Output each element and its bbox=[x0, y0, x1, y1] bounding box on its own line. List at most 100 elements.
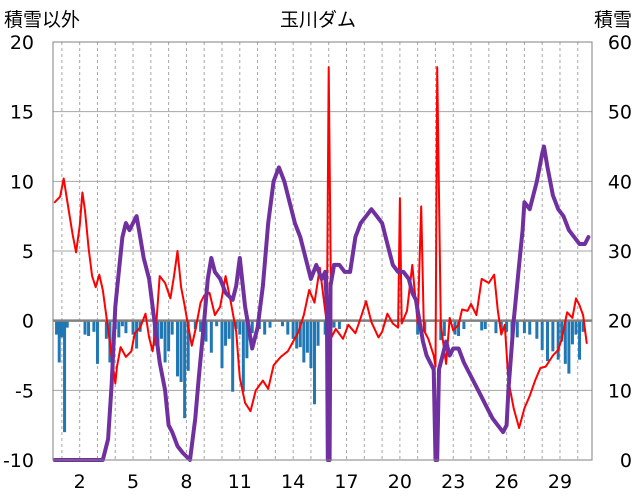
right-y-tick: 0 bbox=[620, 450, 632, 472]
temperature-line bbox=[53, 66, 588, 429]
x-tick-labels: 2 5 8 11 14 17 20 23 26 29 bbox=[74, 471, 572, 493]
left-y-tick-labels: 20 15 10 5 0 -5 -10 bbox=[3, 32, 34, 472]
precipitation-bar bbox=[280, 320, 284, 327]
precipitation-bar bbox=[567, 320, 571, 374]
precipitation-bar bbox=[309, 320, 313, 369]
x-tick: 17 bbox=[334, 471, 358, 493]
precipitation-bar bbox=[442, 320, 446, 336]
right-y-tick: 60 bbox=[608, 32, 632, 54]
precipitation-bar bbox=[163, 320, 167, 363]
precipitation-bar bbox=[179, 320, 183, 382]
precipitation-bar bbox=[286, 320, 290, 335]
left-y-tick: -10 bbox=[3, 450, 34, 472]
precipitation-bar bbox=[560, 320, 564, 342]
precipitation-bar bbox=[120, 320, 124, 327]
precipitation-bar bbox=[57, 320, 61, 363]
precipitation-bar bbox=[416, 320, 420, 335]
precipitation-bar bbox=[124, 320, 128, 334]
precipitation-bar bbox=[574, 320, 578, 335]
precipitation-bar bbox=[170, 320, 174, 335]
precipitation-bar bbox=[581, 320, 585, 332]
precipitation-bar bbox=[227, 320, 231, 339]
precipitation-bar bbox=[332, 320, 336, 328]
precipitation-bar bbox=[483, 320, 487, 330]
left-y-tick: 10 bbox=[10, 171, 34, 193]
x-tick: 29 bbox=[548, 471, 572, 493]
precipitation-bar bbox=[556, 320, 560, 360]
precipitation-bar bbox=[245, 320, 249, 359]
precipitation-bar bbox=[312, 320, 316, 405]
left-y-tick: 5 bbox=[22, 241, 34, 263]
snow-depth-line bbox=[52, 144, 591, 462]
left-y-tick: 20 bbox=[10, 32, 34, 54]
precipitation-bar bbox=[224, 320, 228, 346]
precipitation-bar bbox=[92, 320, 96, 332]
precipitation-bar bbox=[117, 320, 121, 338]
precipitation-bar bbox=[505, 320, 509, 332]
left-y-tick: 15 bbox=[10, 102, 34, 124]
precipitation-bar bbox=[186, 320, 190, 371]
precipitation-bar bbox=[302, 320, 306, 363]
precipitation-bar bbox=[241, 320, 245, 392]
precipitation-bar bbox=[220, 320, 224, 369]
precipitation-bar bbox=[570, 320, 574, 345]
precipitation-bar bbox=[215, 320, 219, 327]
precipitation-bar bbox=[238, 320, 242, 335]
left-y-tick: 0 bbox=[22, 311, 34, 333]
precipitation-bar bbox=[183, 320, 187, 419]
right-y-tick: 20 bbox=[608, 311, 632, 333]
precipitation-bar bbox=[522, 320, 526, 334]
precipitation-bar bbox=[193, 320, 197, 330]
precipitation-bar bbox=[316, 320, 320, 346]
x-tick: 26 bbox=[495, 471, 519, 493]
precipitation-bar bbox=[234, 320, 238, 330]
x-tick: 20 bbox=[388, 471, 412, 493]
right-y-tick-labels: 60 50 40 30 20 10 0 bbox=[608, 32, 632, 472]
precipitation-bar bbox=[268, 320, 272, 328]
precipitation-bar bbox=[540, 320, 544, 350]
plot-border bbox=[52, 41, 593, 461]
precipitation-bar bbox=[176, 320, 180, 377]
precipitation-bar bbox=[160, 320, 164, 339]
right-y-tick: 40 bbox=[608, 171, 632, 193]
precipitation-bar bbox=[457, 320, 461, 336]
precipitation-bar bbox=[528, 320, 532, 335]
plot-frame bbox=[52, 41, 593, 461]
precipitation-bar bbox=[199, 320, 203, 332]
precipitation-bar bbox=[87, 320, 91, 336]
precipitation-bar bbox=[462, 320, 466, 330]
precipitation-bar bbox=[65, 320, 69, 328]
precipitation-bar bbox=[291, 320, 295, 339]
right-axis-label: 積雪 bbox=[594, 9, 632, 31]
right-y-tick: 50 bbox=[608, 102, 632, 124]
precipitation-bar bbox=[305, 320, 309, 353]
precipitation-bar bbox=[95, 320, 99, 364]
precipitation-bar bbox=[55, 320, 59, 335]
precipitation-bar bbox=[231, 320, 235, 392]
precipitation-bar bbox=[131, 320, 135, 335]
left-y-tick: -5 bbox=[15, 380, 34, 402]
precipitation-bar bbox=[535, 320, 539, 339]
precipitation-bar bbox=[167, 320, 171, 352]
x-tick: 23 bbox=[441, 471, 465, 493]
precipitation-bar bbox=[494, 320, 498, 334]
series-lines bbox=[52, 66, 591, 462]
precipitation-bar bbox=[298, 320, 302, 348]
right-y-tick: 30 bbox=[608, 241, 632, 263]
precipitation-bar bbox=[546, 320, 550, 362]
precipitation-bar bbox=[499, 320, 503, 331]
precipitation-bar bbox=[563, 320, 567, 364]
precipitation-bar bbox=[578, 320, 582, 360]
precipitation-bar bbox=[63, 320, 67, 433]
precipitation-bar bbox=[209, 320, 213, 353]
precipitation-bar bbox=[135, 320, 139, 349]
precipitation-bar bbox=[515, 320, 519, 338]
precipitation-bar bbox=[337, 320, 341, 330]
x-tick: 8 bbox=[180, 471, 192, 493]
precipitation-bar bbox=[83, 320, 87, 335]
chart-title: 玉川ダム bbox=[280, 9, 356, 31]
precipitation-bar bbox=[250, 320, 254, 334]
precipitation-bar bbox=[263, 320, 267, 335]
precipitation-bar bbox=[204, 320, 208, 342]
x-tick: 2 bbox=[74, 471, 86, 493]
